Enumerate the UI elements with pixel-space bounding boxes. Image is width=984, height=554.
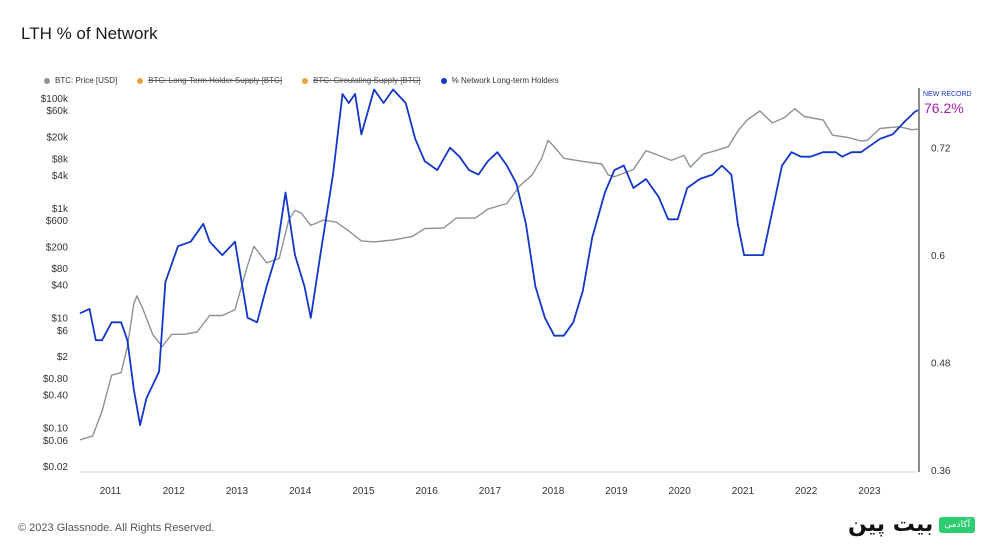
chart-axes: 2011 2012 2013 2014 2015 2016 2017 2018 2019 2020… [41, 88, 951, 497]
legend-dot-icon [440, 77, 447, 84]
y-right-tick-label: 0.72 [931, 144, 951, 155]
x-tick-label: 2019 [605, 486, 628, 497]
x-tick-label: 2021 [732, 486, 755, 497]
y-left-tick-label: $20k [46, 132, 69, 143]
price-series [79, 107, 919, 441]
y-left-tick-label: $100k [41, 94, 69, 105]
legend: BTC: Price [USD] BTC: Long-Term Holder Su… [44, 76, 559, 85]
legend-label: BTC: Price [USD] [55, 76, 118, 85]
y-left-tick-label: $6 [57, 326, 69, 337]
price-line [79, 107, 919, 441]
brand-logo: بیت پین آکادمی [848, 512, 976, 537]
x-tick-label: 2018 [542, 486, 565, 497]
legend-dot-icon [44, 77, 50, 84]
x-tick-label: 2014 [289, 486, 312, 497]
record-value: 76.2% [924, 100, 964, 116]
y-left-tick-label: $600 [46, 216, 69, 227]
legend-item[interactable]: BTC: Circulating Supply [BTC] [302, 76, 421, 85]
y-left-tick-label: $0.02 [43, 462, 68, 473]
legend-label: % Network Long-term Holders [451, 76, 559, 85]
legend-item[interactable]: % Network Long-term Holders [440, 76, 559, 85]
legend-label: BTC: Circulating Supply [BTC] [313, 76, 421, 85]
new-record-tag: NEW RECORD [923, 91, 972, 98]
x-tick-label: 2023 [858, 486, 881, 497]
x-tick-label: 2011 [100, 486, 122, 497]
y-left-tick-label: $80 [51, 264, 68, 275]
y-left-tick-label: $0.40 [43, 391, 68, 402]
y-left-tick-label: $4k [52, 171, 69, 182]
legend-item[interactable]: BTC: Long-Term Holder Supply [BTC] [137, 76, 282, 85]
y-left-tick-label: $0.06 [43, 436, 68, 447]
x-tick-label: 2012 [163, 486, 186, 497]
y-left-tick-label: $0.80 [43, 374, 68, 385]
x-tick-label: 2016 [416, 486, 439, 497]
brand-logo-word: بیت پین [848, 512, 934, 537]
y-right-tick-label: 0.48 [931, 359, 951, 370]
x-tick-label: 2013 [226, 486, 249, 497]
legend-item[interactable]: BTC: Price [USD] [44, 76, 117, 85]
y-left-tick-label: $8k [52, 154, 69, 165]
legend-dot-icon [137, 77, 144, 84]
legend-dot-icon [302, 77, 309, 84]
y-left-tick-label: $10 [51, 314, 68, 325]
y-left-tick-label: $200 [46, 242, 69, 253]
x-tick-label: 2017 [479, 486, 502, 497]
chart-annotations: NEW RECORD 76.2% [923, 91, 972, 116]
y-left-tick-label: $1k [52, 204, 69, 215]
lth-series [79, 88, 919, 427]
x-tick-label: 2020 [669, 486, 692, 497]
x-tick-label: 2022 [795, 486, 818, 497]
x-tick-label: 2015 [352, 486, 375, 497]
legend-label: BTC: Long-Term Holder Supply [BTC] [148, 76, 283, 85]
y-left-tick-label: $40 [51, 281, 68, 292]
y-right-tick-label: 0.6 [931, 251, 945, 262]
footer-copyright: © 2023 Glassnode. All Rights Reserved. [18, 522, 215, 534]
y-left-tick-label: $0.10 [43, 424, 68, 435]
y-left-tick-label: $60k [46, 106, 69, 117]
lth-line [79, 88, 919, 427]
y-left-tick-label: $2 [57, 352, 69, 363]
brand-logo-badge: آکادمی [939, 516, 976, 533]
page-title: LTH % of Network [21, 24, 158, 43]
y-right-tick-label: 0.36 [931, 466, 951, 477]
